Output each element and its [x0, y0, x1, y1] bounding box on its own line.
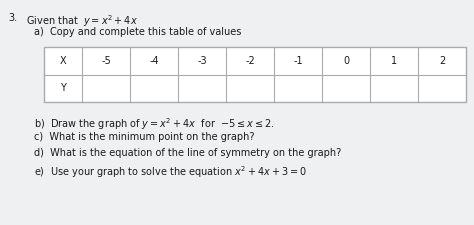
Text: Given that  $y = x^2 + 4x$: Given that $y = x^2 + 4x$ [26, 13, 138, 29]
Text: -1: -1 [293, 56, 303, 66]
Text: -4: -4 [149, 56, 159, 66]
Text: 2: 2 [439, 56, 445, 66]
Text: -2: -2 [245, 56, 255, 66]
Text: -3: -3 [197, 56, 207, 66]
Text: 1: 1 [391, 56, 397, 66]
Text: b)  Draw the graph of $y = x^2 + 4x$  for  $-5 \leq x \leq 2$.: b) Draw the graph of $y = x^2 + 4x$ for … [34, 116, 274, 132]
Text: e)  Use your graph to solve the equation $x^2 + 4x + 3 = 0$: e) Use your graph to solve the equation … [34, 164, 307, 180]
Bar [44, 47, 466, 102]
Text: a)  Copy and complete this table of values: a) Copy and complete this table of value… [34, 27, 241, 37]
Text: 0: 0 [343, 56, 349, 66]
Text: d)  What is the equation of the line of symmetry on the graph?: d) What is the equation of the line of s… [34, 148, 341, 158]
Text: 3.: 3. [8, 13, 17, 23]
Bar [44, 47, 466, 102]
Text: c)  What is the minimum point on the graph?: c) What is the minimum point on the grap… [34, 132, 255, 142]
Text: X: X [60, 56, 66, 66]
Text: Y: Y [60, 83, 66, 93]
Text: -5: -5 [101, 56, 111, 66]
